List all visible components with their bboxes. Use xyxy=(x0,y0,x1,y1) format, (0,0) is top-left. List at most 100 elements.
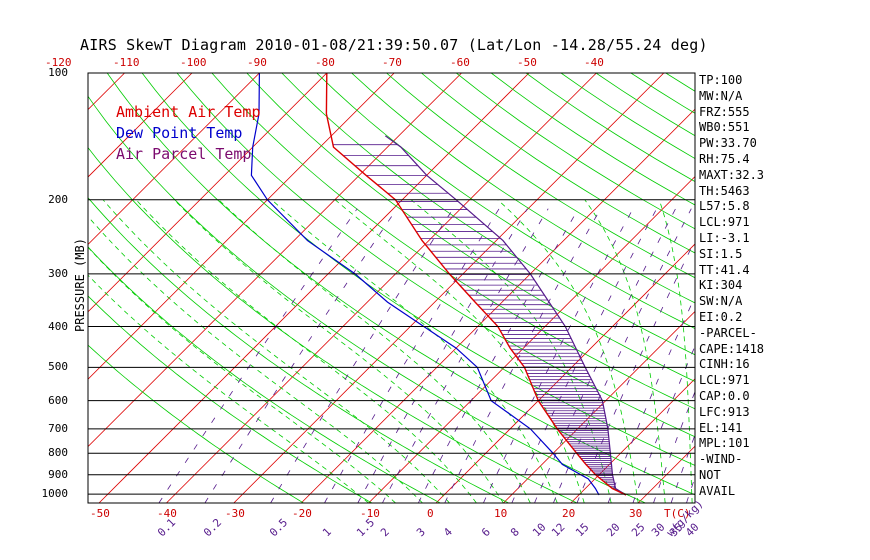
isotherm-line xyxy=(435,243,695,503)
isotherm-line xyxy=(368,176,695,503)
top-temp-tick-label: -40 xyxy=(584,56,604,69)
bottom-temp-tick-label: -50 xyxy=(90,507,110,520)
isotherm-line xyxy=(773,73,870,503)
isotherm-line xyxy=(98,73,530,503)
index-line: CAPE:1418 xyxy=(699,341,765,356)
mixing-ratio-line xyxy=(483,208,634,503)
pressure-tick-label: 600 xyxy=(48,394,68,407)
moist-adiabat-line xyxy=(102,199,450,503)
mixing-ratio-line xyxy=(607,295,695,503)
mixing-ratio-line xyxy=(653,390,695,503)
moist-adiabat-line xyxy=(88,215,423,503)
isotherm-line xyxy=(300,108,695,503)
y-axis-label: PRESSURE (MB) xyxy=(73,238,87,332)
index-line: CAP:0.0 xyxy=(699,389,750,403)
moist-adiabat-line xyxy=(410,199,612,503)
index-line: LCL:971 xyxy=(699,373,750,388)
index-line: LI:-3.1 xyxy=(699,231,750,245)
dry-adiabat-line xyxy=(281,73,695,356)
moist-adiabat-line xyxy=(218,199,531,503)
index-line: -WIND- xyxy=(699,452,743,467)
isotherm-line xyxy=(0,73,57,503)
legend-ambient: Ambient Air Temp xyxy=(116,103,261,121)
index-line: LCL:971 xyxy=(699,215,750,230)
bottom-temp-tick-label: -40 xyxy=(157,507,177,520)
index-line: NOT xyxy=(699,468,721,482)
top-temp-tick-label: -60 xyxy=(450,56,470,69)
dry-adiabat-line xyxy=(421,73,695,254)
moist-adiabat-line xyxy=(584,199,666,503)
pressure-tick-label: 500 xyxy=(48,360,68,373)
index-line: FRZ:555 xyxy=(699,104,750,119)
index-line: EL:141 xyxy=(699,420,743,435)
index-line: KI:304 xyxy=(699,278,743,293)
isotherm-line xyxy=(88,73,260,245)
index-line: SW:N/A xyxy=(699,294,743,309)
dry-adiabat-line xyxy=(211,73,695,410)
dry-adiabat-line xyxy=(351,73,695,304)
temp-unit-label: T(C) xyxy=(664,507,691,520)
parcel-temp-line xyxy=(384,135,627,496)
isotherm-line xyxy=(88,73,328,313)
bottom-temp-tick-label: 10 xyxy=(494,507,508,520)
dry-adiabat-line xyxy=(316,73,695,329)
dry-adiabat-line xyxy=(246,73,695,382)
mixing-ratio-line xyxy=(632,345,695,503)
moist-adiabat-line xyxy=(88,274,369,503)
dewpoint-line xyxy=(250,73,600,496)
plot-frame xyxy=(87,72,696,504)
dry-adiabat-line xyxy=(88,295,373,503)
pressure-tick-label: 400 xyxy=(48,320,68,333)
top-temp-tick-label: -70 xyxy=(382,56,402,69)
index-line: WB0:551 xyxy=(699,120,750,135)
index-line: TH:5463 xyxy=(699,183,750,198)
dry-adiabat-line xyxy=(106,73,695,496)
top-temp-tick-label: -50 xyxy=(517,56,537,69)
index-line: CINH:16 xyxy=(699,357,750,372)
dry-adiabat-line xyxy=(88,146,578,503)
dry-adiabat-line xyxy=(88,197,509,503)
index-line: SI:1.5 xyxy=(699,246,743,261)
index-line: EI:0.2 xyxy=(699,310,743,324)
pressure-tick-label: 700 xyxy=(48,422,68,435)
top-temp-tick-label: -90 xyxy=(247,56,267,69)
mixing-ratio-line xyxy=(576,239,695,503)
isotherm-line xyxy=(233,73,665,503)
bottom-temp-tick-label: 0 xyxy=(427,507,434,520)
isotherm-line xyxy=(88,73,193,178)
pressure-tick-label: 100 xyxy=(48,66,68,79)
index-line: LFC:913 xyxy=(699,404,750,419)
legend-parcel: Air Parcel Temp xyxy=(116,145,252,163)
ambient-temp-line xyxy=(325,73,627,496)
legend-dewpoint: Dew Point Temp xyxy=(116,124,243,142)
bottom-temp-tick-label: 30 xyxy=(629,507,643,520)
dry-adiabat-line xyxy=(176,73,695,438)
dry-adiabat-line xyxy=(771,73,870,503)
dry-adiabat-line xyxy=(88,95,646,503)
index-line: PW:33.70 xyxy=(699,136,757,151)
mixing-ratio-line xyxy=(382,208,549,503)
pressure-tick-label: 300 xyxy=(48,267,68,280)
dry-adiabat-line xyxy=(386,73,695,279)
mixing-ratio-line xyxy=(158,208,358,503)
top-temp-tick-label: -110 xyxy=(113,56,140,69)
index-line: -PARCEL- xyxy=(699,325,757,340)
bottom-temp-tick-label: -20 xyxy=(292,507,312,520)
mixing-ratio-line xyxy=(417,208,579,503)
isotherm-line xyxy=(840,73,870,503)
top-temp-tick-label: -80 xyxy=(315,56,335,69)
index-line: AVAIL xyxy=(699,483,736,498)
index-line: RH:75.4 xyxy=(699,152,750,166)
top-temp-tick-label: -120 xyxy=(45,56,72,69)
isotherm-line xyxy=(166,73,597,503)
isotherm-line xyxy=(570,378,695,503)
pressure-tick-label: 1000 xyxy=(41,487,69,500)
index-line: MAXT:32.3 xyxy=(699,167,765,182)
moist-adiabat-line xyxy=(88,246,396,503)
top-temp-tick-label: -100 xyxy=(180,56,207,69)
index-line: MPL:101 xyxy=(699,436,750,451)
dry-adiabat-line xyxy=(88,246,441,503)
bottom-temp-tick-label: 20 xyxy=(562,507,576,520)
dry-adiabat-line xyxy=(88,344,304,503)
